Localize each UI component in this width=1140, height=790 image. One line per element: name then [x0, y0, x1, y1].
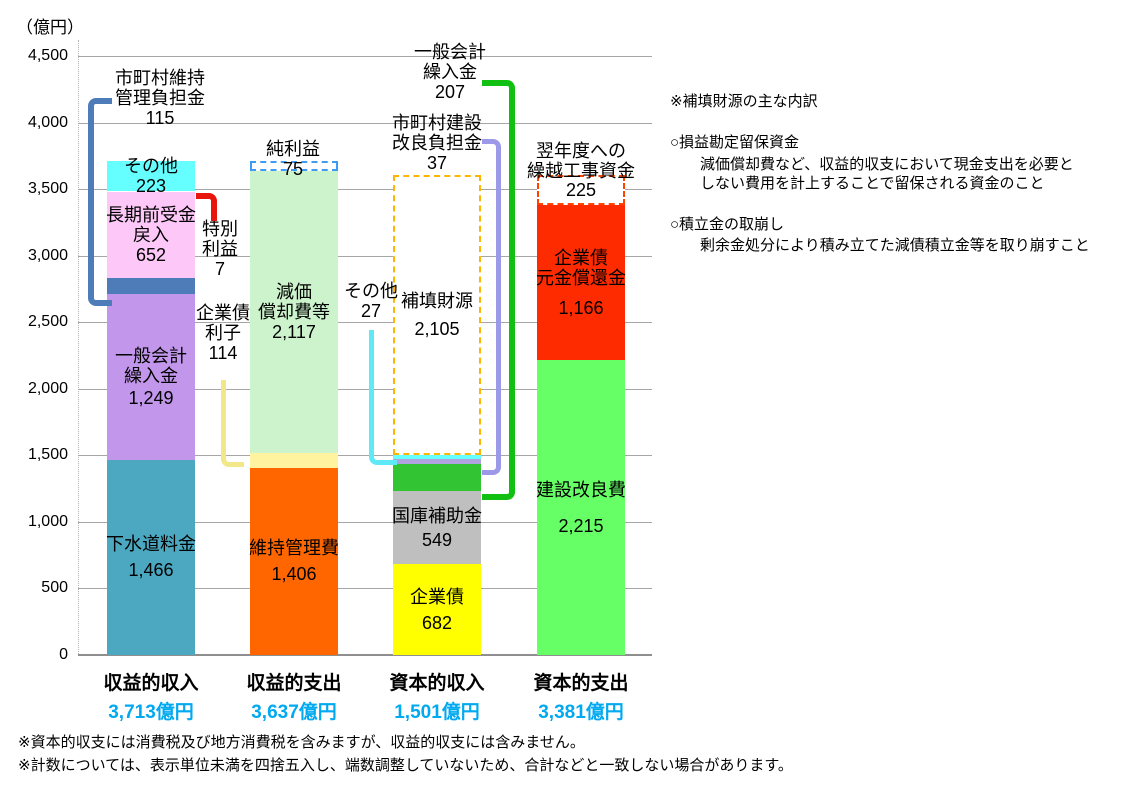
segment-label-choki-mae-ukekin-modoshiire: 長期前受金 戻入 652	[106, 204, 196, 265]
segment-label-yokunendo-kurikoshi: 225	[565, 179, 597, 200]
segment-yokunendo-kurikoshi	[537, 175, 625, 205]
y-tick-label: 4,500	[27, 47, 68, 64]
callout-ippan-kaikei-207: 一般会計 繰入金 207	[414, 42, 486, 102]
segment-label-gesuido-ryokin: 下水道料金 1,466	[106, 534, 196, 581]
segment-kigyosai-gankin-shokankin	[537, 204, 625, 361]
gridline-3500	[78, 189, 652, 191]
segment-label-ippan-kaikei-kurirekin-1: 一般会計 繰入金 1,249	[115, 345, 187, 408]
bracket-ippan-kaikei-207	[482, 80, 515, 500]
gridline-4500	[78, 56, 652, 57]
segment-shichoson-iji-kanri-futankin	[107, 278, 195, 294]
category-total-3: 3,381億円	[538, 702, 624, 723]
gridline-1500	[78, 455, 652, 457]
segment-hoten-zaigen	[393, 174, 481, 456]
y-tick-label: 2,000	[27, 379, 68, 397]
callout-sonota-27: その他 27	[344, 281, 398, 321]
segment-ippan-kaikei-kurirekin-2	[393, 463, 481, 492]
bracket-shichoson-kensetsu-37	[482, 139, 501, 475]
y-tick-label: 1,500	[27, 446, 68, 464]
segment-label-genka-shokyakuhi: 減価 償却費等 2,117	[258, 281, 330, 342]
side-note-1: ○損益勘定留保資金	[670, 134, 800, 151]
footnote-1: ※計数については、表示単位未満を四捨五入し、端数調整していないため、合計などと一…	[18, 757, 793, 774]
gridline-500	[78, 588, 652, 590]
y-tick-label: 1,000	[27, 512, 68, 530]
segment-label-kigyosai-gankin-shokankin: 企業債 元金償還金 1,166	[536, 247, 626, 318]
side-note-5: 剰余金処分により積み立てた減債積立金等を取り崩すこと	[700, 237, 1090, 254]
footnote-0: ※資本的収支には消費税及び地方消費税を含みますが、収益的収支には含みません。	[18, 734, 585, 751]
side-note-0: ※補填財源の主な内訳	[670, 93, 818, 110]
segment-choki-mae-ukekin-modoshiire	[107, 191, 195, 279]
bracket-tokubetsu-rieki	[196, 193, 217, 221]
segment-label-iji-kanrihi: 維持管理費 1,406	[249, 538, 339, 585]
segment-kokko-hojokin	[393, 491, 481, 565]
gridline-2000	[78, 388, 652, 390]
segment-tokubetsu-rieki	[107, 190, 195, 192]
category-total-0: 3,713億円	[108, 702, 194, 723]
category-label-0: 収益的収入	[103, 673, 199, 694]
segment-iji-kanrihi	[250, 467, 338, 655]
bracket-sonota-27	[369, 330, 397, 465]
segment-kigyosai	[393, 564, 481, 655]
category-label-3: 資本的支出	[533, 673, 629, 694]
gridline-4000	[78, 122, 652, 124]
segment-gesuido-ryokin	[107, 459, 195, 655]
segment-junrieki	[250, 160, 338, 171]
y-axis-unit-label: （億円）	[16, 18, 84, 37]
side-note-3: しない費用を計上することで留保される資金のこと	[700, 175, 1045, 192]
category-total-2: 1,501億円	[394, 702, 480, 723]
segment-ippan-kaikei-kurirekin-1	[107, 293, 195, 460]
gridline-2500	[78, 322, 652, 324]
segment-sonota-2	[393, 455, 481, 459]
gridline-0	[78, 654, 652, 656]
callout-shichoson-kensetsu-37: 市町村建設 改良負担金 37	[392, 113, 482, 173]
segment-label-kigyosai: 企業債 682	[410, 586, 464, 633]
segment-label-kensetsu-kairyohi: 建設改良費 2,215	[536, 479, 626, 536]
y-tick-label: 4,000	[27, 113, 68, 131]
y-tick-label: 500	[41, 579, 68, 597]
segment-genka-shokyakuhi	[250, 170, 338, 453]
y-axis-line	[78, 40, 79, 656]
callout-junrieki: 純利益 75	[266, 139, 320, 179]
callout-yokunendo: 翌年度への 繰越工事資金	[527, 141, 635, 181]
gridline-3000	[78, 255, 652, 257]
y-tick-label: 0	[59, 646, 68, 663]
segment-label-hoten-zaigen: 補填財源 2,105	[401, 290, 473, 339]
callout-shichoson-iji: 市町村維持 管理負担金 115	[115, 68, 205, 128]
category-total-1: 3,637億円	[251, 702, 337, 723]
callout-tokubetsu-rieki: 特別 利益 7	[202, 219, 238, 279]
y-tick-label: 3,500	[27, 180, 68, 198]
y-tick-label: 2,500	[27, 313, 68, 331]
y-tick-label: 3,000	[27, 246, 68, 264]
segment-kigyosai-rishi	[250, 452, 338, 468]
bracket-shichoson-iji-kanri-futankin	[88, 98, 112, 306]
side-note-4: ○積立金の取崩し	[670, 216, 785, 233]
bracket-kigyosai-rishi	[221, 380, 244, 467]
segment-kensetsu-kairyohi	[537, 360, 625, 655]
callout-kigyosai-rishi: 企業債 利子 114	[196, 303, 250, 363]
segment-label-sonota-1: その他 223	[124, 155, 178, 196]
category-label-2: 資本的収入	[389, 673, 485, 694]
segment-label-kokko-hojokin: 国庫補助金 549	[392, 505, 482, 550]
side-note-2: 減価償却費など、収益的収支において現金支出を必要と	[700, 156, 1074, 173]
category-label-1: 収益的支出	[246, 673, 342, 694]
segment-shichoson-kensetsu-kairyo-futankin	[393, 458, 481, 464]
segment-sonota-1	[107, 160, 195, 191]
gridline-1000	[78, 521, 652, 523]
